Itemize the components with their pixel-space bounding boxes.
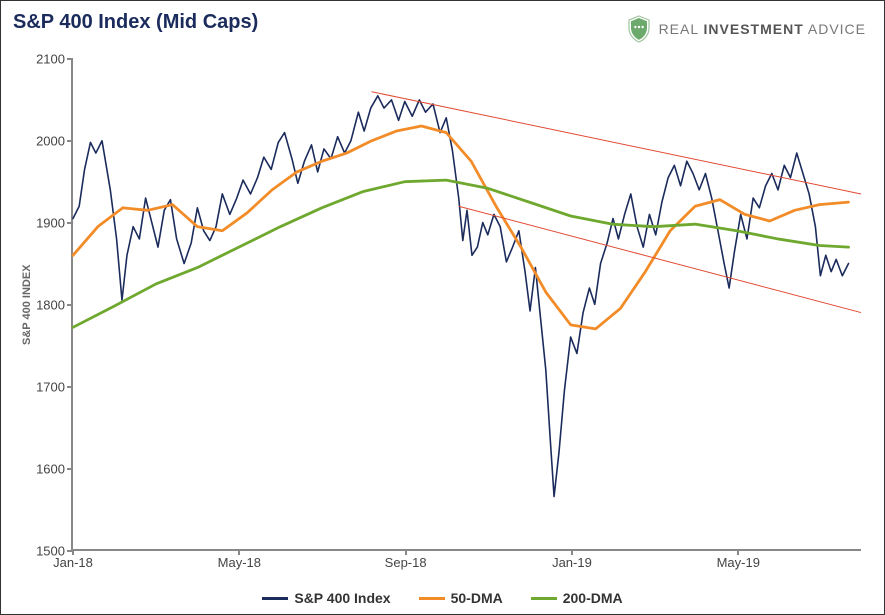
series-line xyxy=(73,126,849,329)
legend-swatch xyxy=(262,597,288,600)
brand-text: REAL INVESTMENT ADVICE xyxy=(659,21,866,37)
legend-swatch xyxy=(531,597,557,600)
legend-label: 200-DMA xyxy=(563,590,623,606)
brand-word-3: ADVICE xyxy=(808,21,866,37)
y-axis-label: S&P 400 INDEX xyxy=(21,264,33,345)
series-line xyxy=(73,96,849,497)
legend-label: 50-DMA xyxy=(451,590,503,606)
trendline xyxy=(372,92,861,194)
series-svg xyxy=(73,59,861,550)
legend-label: S&P 400 Index xyxy=(294,590,390,606)
trendline xyxy=(459,206,861,312)
shield-icon xyxy=(627,15,651,43)
legend-item: 200-DMA xyxy=(531,590,623,606)
legend: S&P 400 Index 50-DMA 200-DMA xyxy=(1,590,884,606)
legend-item: S&P 400 Index xyxy=(262,590,390,606)
legend-swatch xyxy=(419,597,445,600)
brand-word-1: REAL xyxy=(659,21,699,37)
chart-container: S&P 400 Index (Mid Caps) REAL INVESTMENT… xyxy=(0,0,885,615)
brand-badge: REAL INVESTMENT ADVICE xyxy=(627,15,866,43)
plot-area: 1500160017001800190020002100Jan-18May-18… xyxy=(71,59,861,551)
series-line xyxy=(73,180,849,327)
brand-word-2: INVESTMENT xyxy=(704,21,804,37)
legend-item: 50-DMA xyxy=(419,590,503,606)
chart-title: S&P 400 Index (Mid Caps) xyxy=(13,11,258,34)
